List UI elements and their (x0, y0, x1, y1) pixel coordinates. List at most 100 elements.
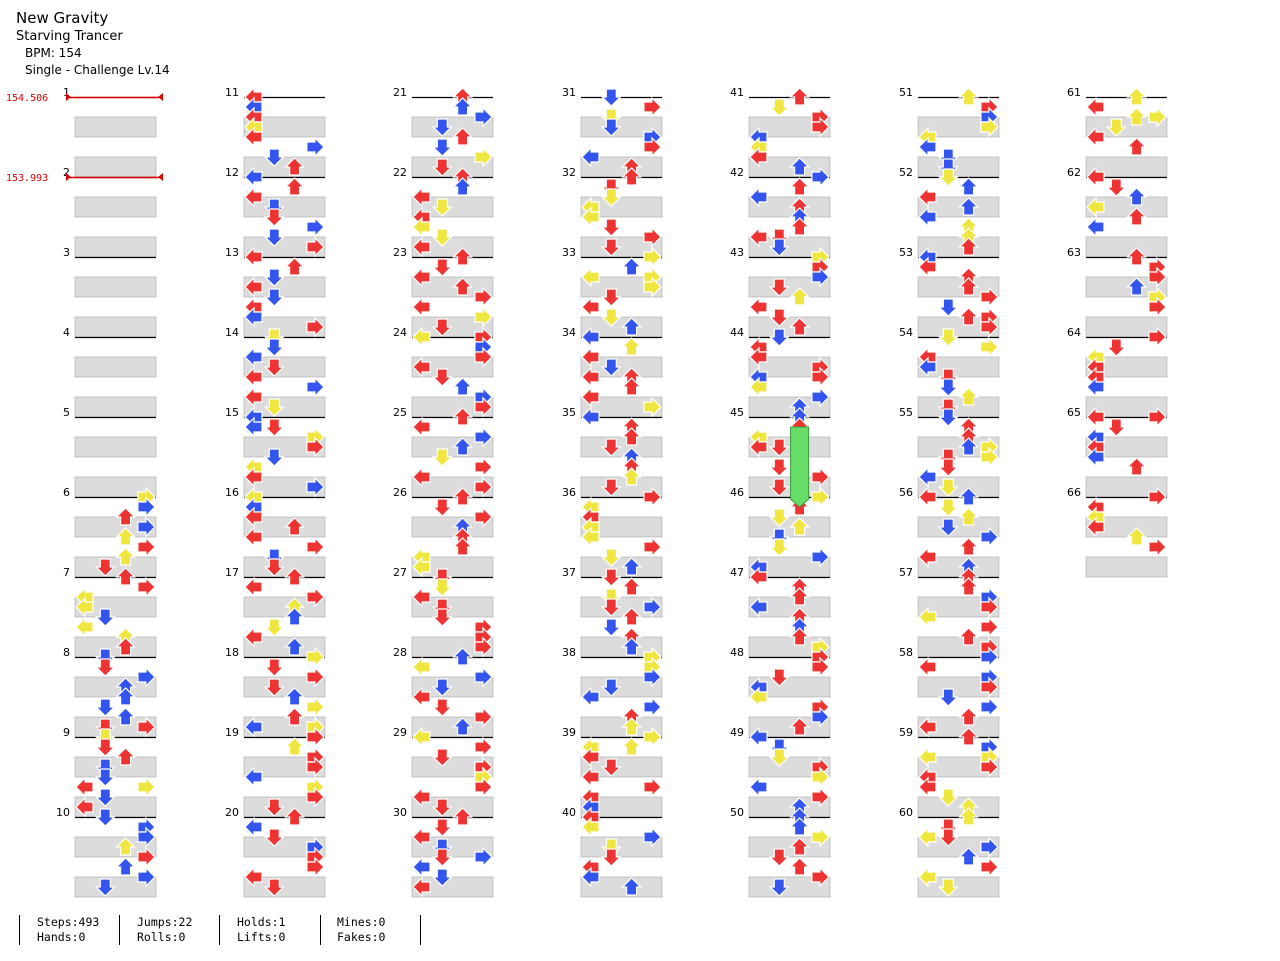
step-arrow-shape (474, 286, 493, 308)
step-arrow (431, 498, 453, 517)
step-arrow-shape (284, 737, 306, 756)
stat-rolls: Rolls:0 (137, 930, 186, 944)
step-arrow-shape (980, 336, 999, 358)
measure-number: 15 (225, 406, 239, 419)
step-arrow (263, 828, 285, 847)
step-arrow (244, 346, 263, 368)
step-arrow (768, 98, 790, 117)
step-arrow (1148, 296, 1167, 318)
step-arrow-shape (284, 517, 306, 536)
step-arrow (600, 568, 622, 587)
measure-number: 37 (562, 566, 576, 579)
step-arrow (284, 257, 306, 276)
step-arrow (621, 467, 643, 486)
step-arrow-shape (789, 517, 811, 536)
step-arrow (958, 807, 980, 826)
beat-band (917, 196, 1000, 218)
step-arrow-shape (137, 776, 156, 798)
step-arrow (1086, 166, 1105, 188)
step-arrow (244, 306, 263, 328)
measure-number: 59 (899, 726, 913, 739)
step-arrow-shape (244, 126, 263, 148)
step-arrow-shape (474, 776, 493, 798)
step-arrow-shape (431, 138, 453, 157)
step-arrow-shape (137, 516, 156, 538)
step-arrow (600, 598, 622, 617)
beat-band (1085, 516, 1168, 538)
step-arrow (412, 726, 431, 748)
step-arrow-shape (115, 567, 137, 586)
step-arrow (244, 126, 263, 148)
beat-band (917, 836, 1000, 858)
step-arrow (980, 116, 999, 138)
step-arrow (768, 848, 790, 867)
step-arrow (1126, 247, 1148, 266)
step-arrow-shape (581, 366, 600, 388)
step-arrow (1148, 106, 1167, 128)
step-arrow (749, 686, 768, 708)
step-arrow (937, 498, 959, 517)
beat-band (411, 836, 494, 858)
step-arrow-shape (918, 716, 937, 738)
step-arrow-shape (284, 637, 306, 656)
beat-band (243, 596, 326, 618)
step-arrow-shape (452, 177, 474, 196)
step-arrow-shape (1105, 118, 1127, 137)
step-arrow (789, 87, 811, 106)
measure-number: 60 (899, 806, 913, 819)
step-arrow-shape (115, 837, 137, 856)
beat-band (580, 116, 663, 138)
beat-band (74, 156, 157, 178)
step-arrow (958, 727, 980, 746)
step-arrow-shape (768, 478, 790, 497)
step-arrow-shape (918, 256, 937, 278)
beat-band (748, 436, 831, 458)
step-arrow (244, 526, 263, 548)
beat-band (74, 356, 157, 378)
measure-number: 54 (899, 326, 913, 339)
step-arrow (244, 576, 263, 598)
beat-band (748, 756, 831, 778)
step-arrow (768, 308, 790, 327)
step-arrow-shape (306, 586, 325, 608)
step-arrow (244, 466, 263, 488)
step-arrow (980, 646, 999, 668)
step-arrow-shape (431, 258, 453, 277)
stat-steps: Steps:493 (37, 915, 100, 929)
step-arrow (1126, 87, 1148, 106)
step-arrow-shape (980, 646, 999, 668)
beat-band (74, 436, 157, 458)
step-arrow (431, 258, 453, 277)
step-arrow-shape (137, 536, 156, 558)
step-arrow (980, 616, 999, 638)
step-arrow-shape (958, 847, 980, 866)
measure-number: 18 (225, 646, 239, 659)
step-arrow-shape (452, 277, 474, 296)
step-arrow-shape (600, 118, 622, 137)
beat-band (917, 676, 1000, 698)
step-arrow (263, 418, 285, 437)
step-arrow (94, 658, 116, 677)
step-arrow (581, 366, 600, 388)
step-arrow-shape (643, 596, 662, 618)
step-arrow (749, 146, 768, 168)
step-arrow-shape (474, 506, 493, 528)
step-arrow (621, 337, 643, 356)
step-arrow (452, 537, 474, 556)
step-arrow (1086, 196, 1105, 218)
step-arrow (284, 737, 306, 756)
step-arrow-shape (1126, 527, 1148, 546)
step-arrow (263, 268, 285, 287)
stats-divider (420, 915, 421, 945)
step-arrow (600, 478, 622, 497)
step-arrow-shape (115, 857, 137, 876)
step-arrow (474, 346, 493, 368)
step-arrow-shape (937, 328, 959, 347)
step-arrow-shape (811, 766, 830, 788)
step-arrow-shape (918, 186, 937, 208)
step-arrow (643, 226, 662, 248)
step-arrow (643, 536, 662, 558)
step-arrow (452, 247, 474, 266)
stat-lifts: Lifts:0 (237, 930, 286, 944)
step-arrow (749, 296, 768, 318)
